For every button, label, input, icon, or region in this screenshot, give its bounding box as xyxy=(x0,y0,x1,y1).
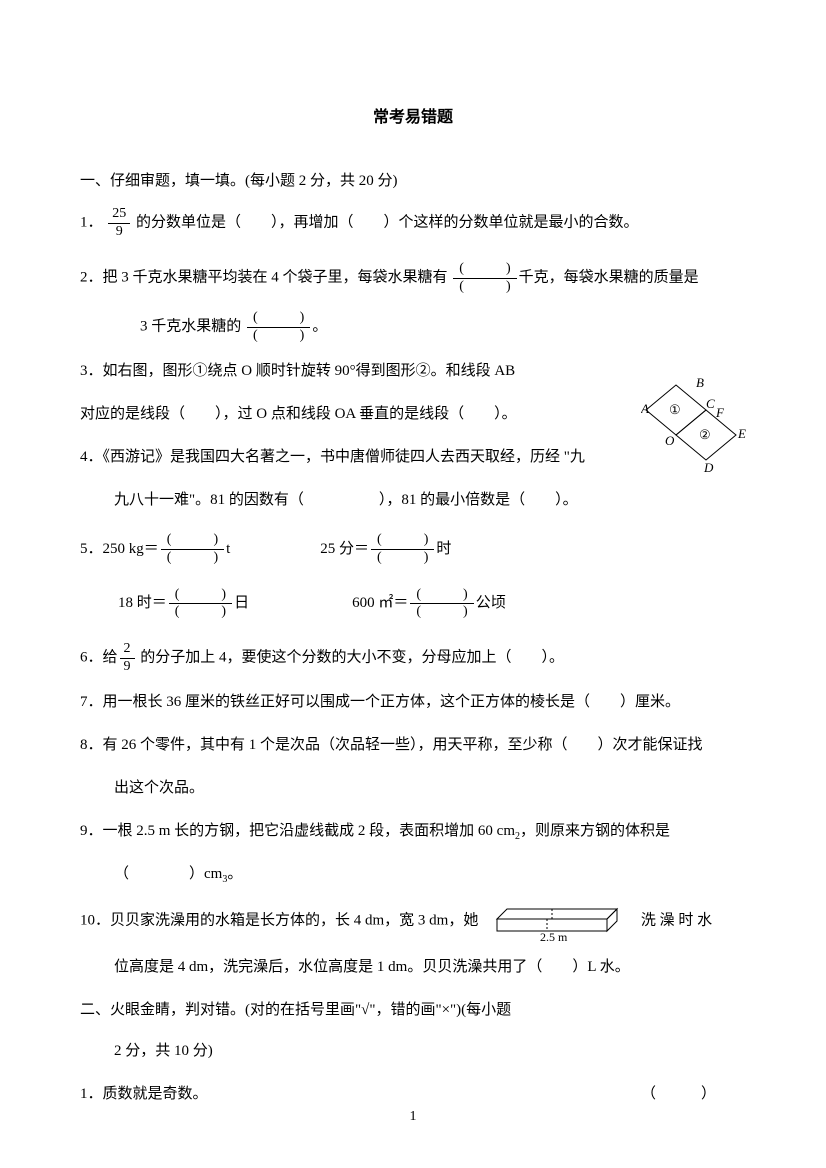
q3-text2: 对应的是线段（ ），过 O 点和线段 OA 垂直的是线段（ ）。 xyxy=(80,406,517,422)
q2-text3: 3 千克水果糖的 xyxy=(140,319,241,335)
q1-num: 1． xyxy=(80,215,103,231)
q5-item2-left: 25 分＝ xyxy=(320,533,369,566)
s2q1-text: 质数就是奇数。 xyxy=(103,1086,208,1102)
q4-text1: 《西游记》是我国四大名著之一，书中唐僧师徒四人去西天取经，历经 "九 xyxy=(103,449,585,465)
q2-bf1-den: ( ) xyxy=(453,279,516,296)
q10-num: 10． xyxy=(80,912,110,928)
box-label: 2.5 m xyxy=(540,930,568,941)
question-8: 8．有 26 个零件，其中有 1 个是次品（次品轻一些），用天平称，至少称（ ）… xyxy=(80,729,746,762)
q5-item4-left: 600 ㎡＝ xyxy=(352,587,408,620)
question-2-line2: 3 千克水果糖的 ( ) ( ) 。 xyxy=(80,310,746,345)
q10-text1b: 洗 澡 时 水 xyxy=(641,912,712,928)
svg-text:B: B xyxy=(696,375,704,390)
q5-item1-right: t xyxy=(226,533,230,566)
q5-item3-right: 日 xyxy=(234,587,249,620)
q2-bf1-num: ( ) xyxy=(453,261,516,279)
q1-text: 的分数单位是（ ），再增加（ ）个这样的分数单位就是最小的合数。 xyxy=(136,215,639,231)
q5-bf4-d: ( ) xyxy=(410,604,473,621)
q5-item4-right: 公顷 xyxy=(476,587,506,620)
q9-text1b: ，则原来方钢的体积是 xyxy=(520,823,670,839)
question-1: 1． 25 9 的分数单位是（ ），再增加（ ）个这样的分数单位就是最小的合数。 xyxy=(80,206,746,241)
svg-text:②: ② xyxy=(699,427,711,442)
q5-item2: 25 分＝ ( ) ( ) 时 xyxy=(320,532,451,567)
svg-text:①: ① xyxy=(669,402,681,417)
q6-frac-num: 2 xyxy=(120,641,135,659)
q9-text1: 一根 2.5 m 长的方钢，把它沿虚线截成 2 段，表面积增加 60 cm xyxy=(103,823,516,839)
q5-bf1: ( ) ( ) xyxy=(161,532,224,567)
q5-item3-left: 18 时＝ xyxy=(118,587,167,620)
q5-item3: 18 时＝ ( ) ( ) 日 xyxy=(118,587,249,622)
q5-item1-left: 250 kg＝ xyxy=(103,533,159,566)
q6-fraction: 2 9 xyxy=(120,641,135,676)
question-5: 5． 250 kg＝ ( ) ( ) t 25 分＝ ( ) ( ) 时 18 … xyxy=(80,532,746,621)
q2-blank-frac-2: ( ) ( ) xyxy=(247,310,310,345)
q1-frac-den: 9 xyxy=(108,224,130,241)
s2q1-num: 1． xyxy=(80,1086,103,1102)
q2-text4: 。 xyxy=(312,319,327,335)
question-8-line2: 出这个次品。 xyxy=(80,772,746,805)
question-7: 7．用一根长 36 厘米的铁丝正好可以围成一个正方体，这个正方体的棱长是（ ）厘… xyxy=(80,686,746,719)
q8-text2: 出这个次品。 xyxy=(114,780,204,796)
q7-text: 用一根长 36 厘米的铁丝正好可以围成一个正方体，这个正方体的棱长是（ ）厘米。 xyxy=(103,694,681,710)
q5-bf2-d: ( ) xyxy=(371,550,434,567)
q5-num: 5． xyxy=(80,533,103,566)
q1-fraction: 25 9 xyxy=(108,206,130,241)
svg-text:O: O xyxy=(665,433,675,448)
q2-bf2-num: ( ) xyxy=(247,310,310,328)
section2-header2: 2 分，共 10 分) xyxy=(80,1035,746,1068)
q2-blank-frac-1: ( ) ( ) xyxy=(453,261,516,296)
q6-text2: 的分子加上 4，要使这个分数的大小不变，分母应加上（ ）。 xyxy=(137,650,565,666)
page-number: 1 xyxy=(0,1102,826,1133)
q5-item4: 600 ㎡＝ ( ) ( ) 公顷 xyxy=(352,587,506,622)
q8-text1: 有 26 个零件，其中有 1 个是次品（次品轻一些），用天平称，至少称（ ）次才… xyxy=(103,737,703,753)
rhombus-diagram: A B C F E D O ① ② xyxy=(641,375,751,475)
svg-text:D: D xyxy=(703,460,714,475)
q5-bf4-n: ( ) xyxy=(410,587,473,605)
q3-text1: 如右图，图形①绕点 O 顺时针旋转 90°得到图形②。和线段 AB xyxy=(103,363,516,379)
q10-text1: 贝贝家洗澡用的水箱是长方体的，长 4 dm，宽 3 dm，她 xyxy=(110,912,478,928)
q5-bf4: ( ) ( ) xyxy=(410,587,473,622)
steel-box-diagram: 2.5 m xyxy=(492,901,627,941)
section2-header: 二、火眼金睛，判对错。(对的在括号里画"√"，错的画"×")(每小题 xyxy=(80,994,746,1027)
svg-text:A: A xyxy=(641,401,649,416)
q5-item2-right: 时 xyxy=(436,533,451,566)
q5-bf2: ( ) ( ) xyxy=(371,532,434,567)
svg-text:F: F xyxy=(715,405,725,420)
q9-num: 9． xyxy=(80,823,103,839)
question-9-line2: （ ）cm3。 xyxy=(80,858,746,891)
q5-bf1-n: ( ) xyxy=(161,532,224,550)
question-6: 6．给 2 9 的分子加上 4，要使这个分数的大小不变，分母应加上（ ）。 xyxy=(80,641,746,676)
question-10-line2: 位高度是 4 dm，洗完澡后，水位高度是 1 dm。贝贝洗澡共用了（ ）L 水。 xyxy=(80,951,746,984)
q5-bf1-d: ( ) xyxy=(161,550,224,567)
q2-bf2-den: ( ) xyxy=(247,328,310,345)
q2-text1: 把 3 千克水果糖平均装在 4 个袋子里，每袋水果糖有 xyxy=(103,270,452,286)
question-9: 9．一根 2.5 m 长的方钢，把它沿虚线截成 2 段，表面积增加 60 cm2… xyxy=(80,815,746,848)
q5-bf3-d: ( ) xyxy=(169,604,232,621)
q4-num: 4． xyxy=(80,449,103,465)
question-2: 2．把 3 千克水果糖平均装在 4 个袋子里，每袋水果糖有 ( ) ( ) 千克… xyxy=(80,261,746,296)
question-10: 10．贝贝家洗澡用的水箱是长方体的，长 4 dm，宽 3 dm，她 2.5 m … xyxy=(80,901,746,941)
page-title: 常考易错题 xyxy=(80,100,746,135)
q5-bf3-n: ( ) xyxy=(169,587,232,605)
svg-text:E: E xyxy=(737,426,746,441)
q9-text2b: 。 xyxy=(227,866,242,882)
q2-num: 2． xyxy=(80,270,103,286)
q5-bf3: ( ) ( ) xyxy=(169,587,232,622)
q1-frac-num: 25 xyxy=(108,206,130,224)
q8-num: 8． xyxy=(80,737,103,753)
svg-text:C: C xyxy=(706,396,715,411)
q5-item1: 5． 250 kg＝ ( ) ( ) t xyxy=(118,532,230,567)
q6-text1: 给 xyxy=(103,650,118,666)
q7-num: 7． xyxy=(80,694,103,710)
q3-num: 3． xyxy=(80,363,103,379)
q5-bf2-n: ( ) xyxy=(371,532,434,550)
q6-num: 6． xyxy=(80,650,103,666)
q10-text2: 位高度是 4 dm，洗完澡后，水位高度是 1 dm。贝贝洗澡共用了（ ）L 水。 xyxy=(114,959,630,975)
q2-text2: 千克，每袋水果糖的质量是 xyxy=(519,270,699,286)
question-4-line2: 九八十一难"。81 的因数有（ ），81 的最小倍数是（ ）。 xyxy=(80,484,746,517)
section1-header: 一、仔细审题，填一填。(每小题 2 分，共 20 分) xyxy=(80,165,746,198)
q4-text2: 九八十一难"。81 的因数有（ ），81 的最小倍数是（ ）。 xyxy=(114,492,578,508)
q9-text2: （ ）cm xyxy=(114,866,222,882)
q6-frac-den: 9 xyxy=(120,659,135,676)
